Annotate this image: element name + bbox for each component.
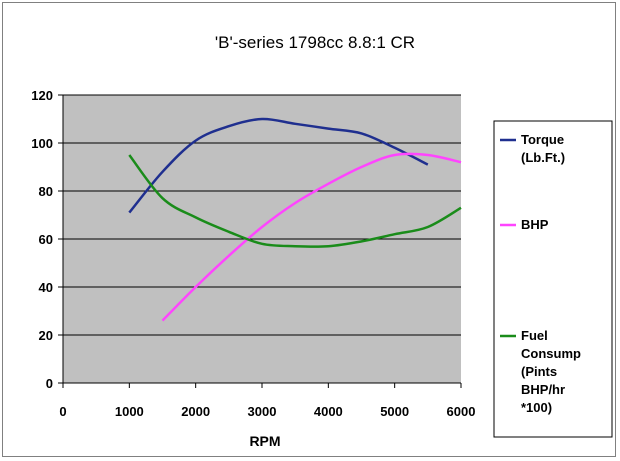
legend-item-fuel-consumption-label: *100) xyxy=(521,400,552,415)
y-tick-label: 100 xyxy=(31,136,53,151)
plot-area: 0 20 40 60 80 100 120 0 1000 2000 3000 4000 5000 6000 xyxy=(31,88,475,419)
y-tick-label: 0 xyxy=(46,376,53,391)
x-tick-label: 0 xyxy=(59,404,66,419)
x-tick-label: 1000 xyxy=(115,404,144,419)
legend: Torque (Lb.Ft.) BHP Fuel Consump (Pints BHP/hr… xyxy=(493,120,613,438)
legend-box xyxy=(493,120,613,438)
x-tick-label: 4000 xyxy=(314,404,343,419)
y-tick-label: 80 xyxy=(39,184,53,199)
chart-title: 'B'-series 1798cc 8.8:1 CR xyxy=(215,33,415,52)
chart-svg: 'B'-series 1798cc 8.8:1 CR 0 20 40 60 80 100 1… xyxy=(31,33,613,449)
legend-item-fuel-consumption-label: (Pints xyxy=(521,364,557,379)
series-torque-line xyxy=(128,117,429,214)
x-tick-label: 5000 xyxy=(380,404,409,419)
series-bhp-line xyxy=(161,152,462,322)
legend-item-fuel-consumption-label: Consump xyxy=(521,346,581,361)
y-tick-label: 120 xyxy=(31,88,53,103)
y-tick-label: 20 xyxy=(39,328,53,343)
legend-item-fuel-consumption-label: Fuel xyxy=(521,328,548,343)
x-tick-label: 3000 xyxy=(248,404,277,419)
legend-item-bhp-label: BHP xyxy=(521,217,549,232)
x-axis-label: RPM xyxy=(249,433,280,449)
legend-item-fuel-consumption-label: BHP/hr xyxy=(521,382,565,397)
y-tick-label: 40 xyxy=(39,280,53,295)
legend-item-torque-label: (Lb.Ft.) xyxy=(521,150,565,165)
x-tick-label: 2000 xyxy=(181,404,210,419)
series-fuel-consumption-line xyxy=(128,154,462,248)
legend-item-torque-label: Torque xyxy=(521,132,564,147)
chart-frame: 'B'-series 1798cc 8.8:1 CR 0 20 40 60 80 100 1… xyxy=(2,2,616,457)
x-tick-label: 6000 xyxy=(447,404,476,419)
y-tick-label: 60 xyxy=(39,232,53,247)
